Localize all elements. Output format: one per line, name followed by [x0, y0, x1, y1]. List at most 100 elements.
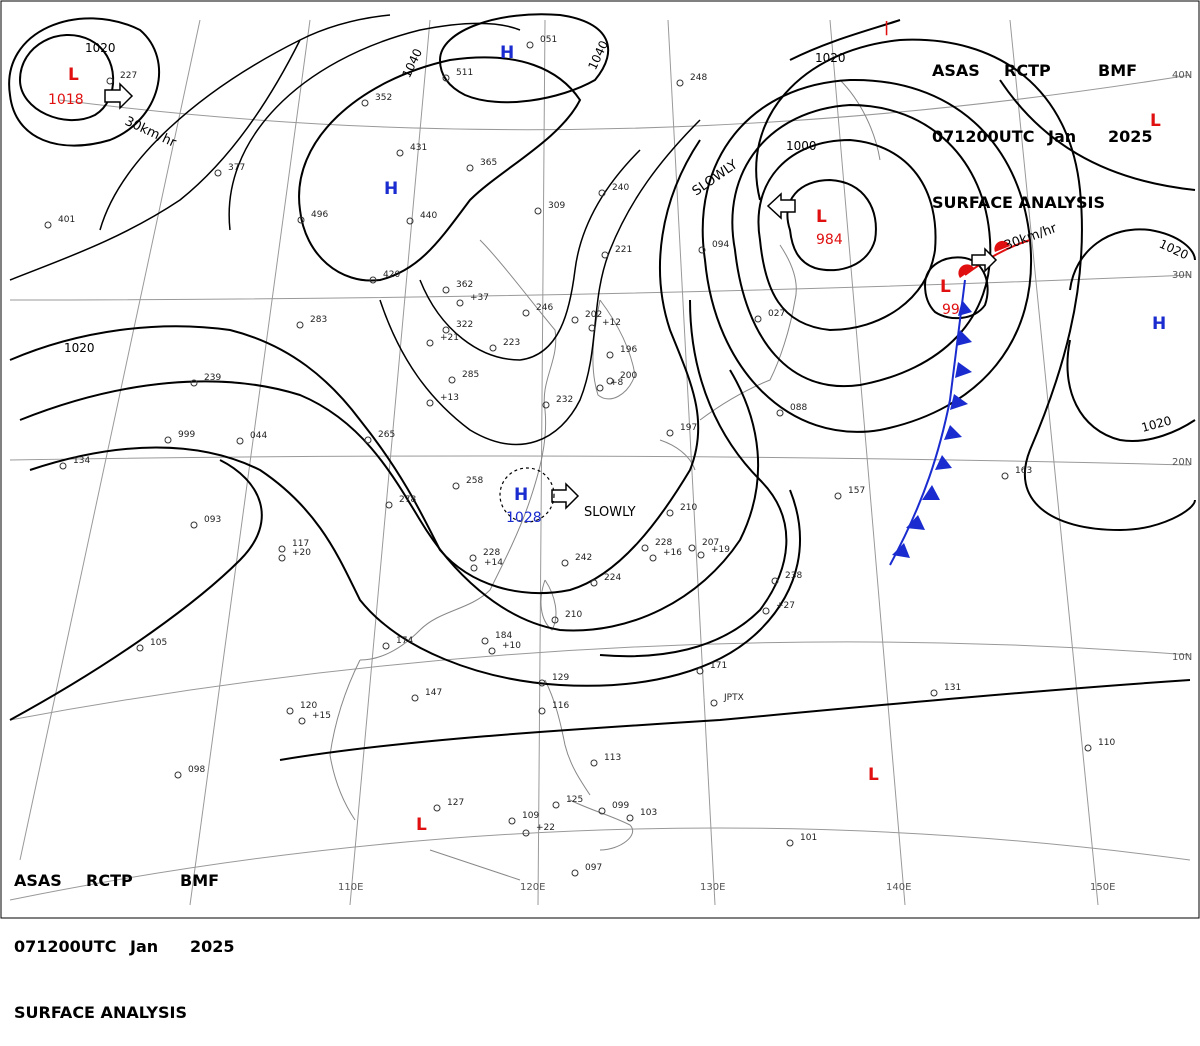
- map-header-top: ASAS RCTP BMF 071200UTC Jan 2025 SURFACE ANA…: [932, 16, 1153, 236]
- luzon-coast: [544, 679, 591, 796]
- low-center-nw: L: [68, 65, 79, 85]
- station-plots: 999 044 265 258 278 285 232 239 134 093 117 228 242 2…: [44, 35, 1115, 877]
- china-coast: [359, 239, 557, 661]
- station-value: 228: [483, 548, 500, 558]
- station-value: 420: [383, 270, 400, 280]
- station-value: 105: [150, 638, 167, 648]
- high-1028-dashed-ring: [499, 467, 555, 523]
- station-value: +10: [502, 641, 521, 651]
- station-dot: [552, 801, 560, 809]
- station-value: 278: [399, 495, 416, 505]
- station-dot: [385, 501, 393, 509]
- header-office: BMF: [1098, 61, 1138, 80]
- station-value: 113: [604, 753, 621, 763]
- low-center-99: L: [940, 277, 951, 297]
- station-value: 232: [556, 395, 573, 405]
- header-year: 2025: [190, 937, 235, 956]
- low-center-south: L: [416, 815, 427, 835]
- station-dot: [551, 616, 559, 624]
- lon-line-120e: [537, 19, 546, 906]
- station-dot: [710, 699, 718, 707]
- station-dot: [174, 771, 182, 779]
- station-value: +20: [292, 548, 311, 558]
- station-dot: [754, 315, 762, 323]
- lon-label: 140E: [886, 882, 911, 893]
- station-dot: [1084, 744, 1092, 752]
- station-dot: [930, 689, 938, 697]
- station-value: 377: [228, 163, 245, 173]
- isobar-ne-arc: [999, 79, 1196, 191]
- station-dot: [626, 814, 634, 822]
- station-dot: [44, 221, 52, 229]
- station-value: 322: [456, 320, 473, 330]
- station-dot: [606, 377, 614, 385]
- isobar-mid-1: [19, 369, 760, 632]
- front-semicircle: [994, 240, 1010, 252]
- station-value: 097: [585, 863, 602, 873]
- station-dot: [598, 189, 606, 197]
- station-dot: [442, 74, 450, 82]
- station-dot: [190, 379, 198, 387]
- station-dot: [369, 276, 377, 284]
- header-title: SURFACE ANALYSIS: [14, 1003, 187, 1022]
- coastlines: [329, 79, 881, 881]
- station-dot: [296, 321, 304, 329]
- station-value: 240: [612, 183, 629, 193]
- sakhalin-coast: [839, 79, 881, 161]
- high-center-west: H: [384, 179, 398, 199]
- front-triangle: [950, 394, 968, 410]
- station-value: 200: [620, 371, 637, 381]
- isobar-mid-4: [379, 119, 701, 446]
- map-header-bottom: ASAS RCTP BMF 071200UTC Jan 2025 SURFACE ANA…: [14, 826, 235, 1046]
- station-dot: [834, 492, 842, 500]
- warm-front: [958, 239, 1031, 278]
- station-dot: [522, 309, 530, 317]
- lat-line-30n: [9, 274, 1191, 301]
- header-station: RCTP: [1004, 61, 1051, 80]
- isobar-mid-5: [419, 149, 641, 361]
- station-value: +15: [312, 711, 331, 721]
- lon-label: 120E: [520, 882, 545, 893]
- station-value: 101: [800, 833, 817, 843]
- lon-line-100e: [189, 19, 311, 906]
- station-value: 125: [566, 795, 583, 805]
- station-value: 157: [848, 486, 865, 496]
- station-value: 109: [522, 811, 539, 821]
- philippines-south: [569, 799, 633, 851]
- borneo-coast: [429, 849, 521, 881]
- station-value: 134: [73, 456, 90, 466]
- station-value: 238: [785, 571, 802, 581]
- motion-arrows: [104, 82, 998, 510]
- station-dot: [601, 251, 609, 259]
- station-value: +13: [440, 393, 459, 403]
- station-value: 103: [640, 808, 657, 818]
- header-station: RCTP: [86, 871, 133, 890]
- station-value: 228: [655, 538, 672, 548]
- station-dot: [571, 869, 579, 877]
- isobar-low-99-inner: [923, 256, 989, 320]
- station-dot: [698, 246, 706, 254]
- station-dot: [649, 554, 657, 562]
- indochina-coast: [329, 659, 361, 821]
- header-time: 071200UTC: [932, 127, 1035, 146]
- isobar-east-1020b: [1066, 339, 1196, 442]
- station-value: 120: [300, 701, 317, 711]
- station-dot: [786, 839, 794, 847]
- station-value: 027: [768, 309, 785, 319]
- header-time: 071200UTC: [14, 937, 117, 956]
- station-value: 127: [447, 798, 464, 808]
- station-dot: [396, 149, 404, 157]
- kyushu-coast: [659, 439, 696, 471]
- header-month: Jan: [1048, 127, 1077, 146]
- arrow-east: [971, 247, 998, 273]
- station-dot: [469, 554, 477, 562]
- graticule: [9, 19, 1191, 906]
- isobar-low-984-3: [731, 103, 992, 388]
- lat-line-20n: [9, 455, 1191, 466]
- cold-front-line: [889, 279, 966, 566]
- low-center-984-value: 984: [816, 232, 843, 248]
- station-value: 099: [612, 801, 629, 811]
- station-value: 223: [503, 338, 520, 348]
- front-triangle: [935, 455, 952, 470]
- isobar-1020-west: [9, 139, 701, 594]
